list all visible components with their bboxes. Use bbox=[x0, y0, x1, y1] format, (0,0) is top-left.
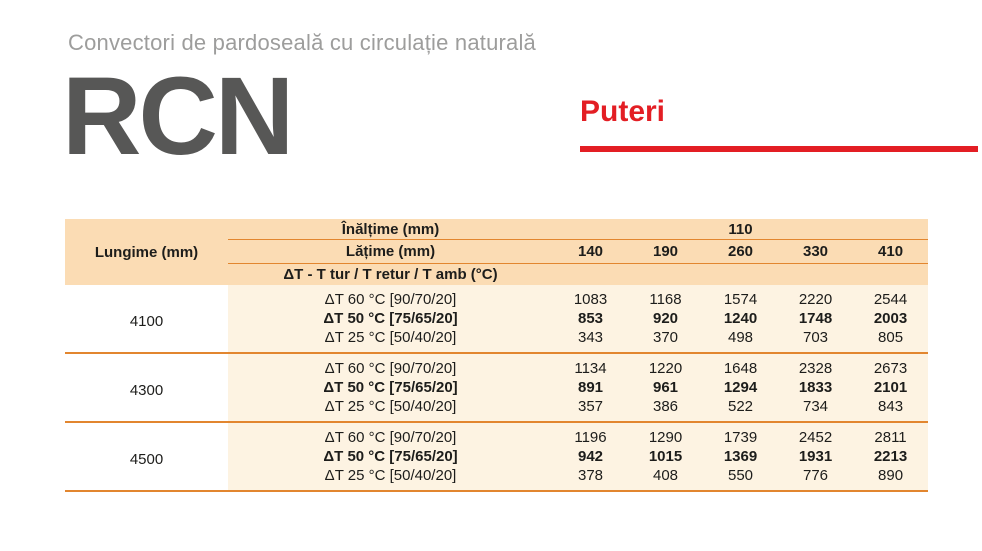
length-header-cell: Lungime (mm) bbox=[65, 219, 228, 285]
group-4500: 4500 ΔT 60 °C [90/70/20] 1196 1290 1739 … bbox=[65, 422, 929, 491]
empty-cell bbox=[853, 263, 929, 285]
empty-cell bbox=[778, 263, 853, 285]
group-4100: 4100 ΔT 60 °C [90/70/20] 1083 1168 1574 … bbox=[65, 285, 929, 353]
power-value: 2328 bbox=[778, 353, 853, 378]
group-4300: 4300 ΔT 60 °C [90/70/20] 1134 1220 1648 … bbox=[65, 353, 929, 422]
section-title: Puteri bbox=[580, 95, 666, 128]
power-value: 2101 bbox=[853, 378, 929, 397]
power-value: 776 bbox=[778, 466, 853, 491]
power-value: 386 bbox=[628, 397, 703, 422]
width-value-cell: 260 bbox=[703, 239, 778, 264]
power-value: 357 bbox=[553, 397, 628, 422]
table-row: ΔT 25 °C [50/40/20] 378 408 550 776 890 bbox=[65, 466, 929, 491]
empty-cell bbox=[553, 263, 628, 285]
power-value: 961 bbox=[628, 378, 703, 397]
lungime-cell: 4500 bbox=[65, 422, 228, 491]
power-value: 805 bbox=[853, 328, 929, 353]
power-value: 942 bbox=[553, 447, 628, 466]
power-value: 1220 bbox=[628, 353, 703, 378]
power-value: 343 bbox=[553, 328, 628, 353]
page-subtitle: Convectori de pardoseală cu circulație n… bbox=[68, 30, 536, 55]
dt-label-cell: ΔT 50 °C [75/65/20] bbox=[228, 447, 553, 466]
width-value-cell: 190 bbox=[628, 239, 703, 264]
power-value: 1739 bbox=[703, 422, 778, 447]
power-value: 522 bbox=[703, 397, 778, 422]
height-header-cell: Înălțime (mm) bbox=[228, 219, 553, 240]
dt-label-cell: ΔT 50 °C [75/65/20] bbox=[228, 309, 553, 328]
power-value: 2213 bbox=[853, 447, 929, 466]
width-value-cell: 330 bbox=[778, 239, 853, 264]
power-value: 891 bbox=[553, 378, 628, 397]
lungime-cell: 4100 bbox=[65, 285, 228, 353]
table-row: 4100 ΔT 60 °C [90/70/20] 1083 1168 1574 … bbox=[65, 285, 929, 353]
table-row: ΔT 25 °C [50/40/20] 343 370 498 703 805 bbox=[65, 328, 929, 353]
power-value: 408 bbox=[628, 466, 703, 491]
power-value: 2003 bbox=[853, 309, 929, 328]
width-value-cell: 140 bbox=[553, 239, 628, 264]
power-value: 498 bbox=[703, 328, 778, 353]
section-rule bbox=[580, 146, 978, 152]
dt-header-cell: ΔT - T tur / T retur / T amb (°C) bbox=[228, 263, 553, 285]
power-value: 734 bbox=[778, 397, 853, 422]
power-value: 1134 bbox=[553, 353, 628, 378]
power-value: 1240 bbox=[703, 309, 778, 328]
power-value: 2220 bbox=[778, 285, 853, 309]
width-value-cell: 410 bbox=[853, 239, 929, 264]
powers-table: Lungime (mm) Înălțime (mm) 110 Lățime (m… bbox=[65, 219, 929, 492]
dt-label-cell: ΔT 25 °C [50/40/20] bbox=[228, 328, 553, 353]
power-value: 1369 bbox=[703, 447, 778, 466]
power-value: 1748 bbox=[778, 309, 853, 328]
power-value: 1168 bbox=[628, 285, 703, 309]
dt-label-cell: ΔT 60 °C [90/70/20] bbox=[228, 353, 553, 378]
power-value: 1290 bbox=[628, 422, 703, 447]
table-row: ΔT 50 °C [75/65/20] 853 920 1240 1748 20… bbox=[65, 309, 929, 328]
power-value: 843 bbox=[853, 397, 929, 422]
power-value: 2452 bbox=[778, 422, 853, 447]
table-row: 4500 ΔT 60 °C [90/70/20] 1196 1290 1739 … bbox=[65, 422, 929, 491]
dt-label-cell: ΔT 25 °C [50/40/20] bbox=[228, 466, 553, 491]
power-value: 550 bbox=[703, 466, 778, 491]
dt-label-cell: ΔT 25 °C [50/40/20] bbox=[228, 397, 553, 422]
width-header-cell: Lățime (mm) bbox=[228, 239, 553, 264]
power-value: 2811 bbox=[853, 422, 929, 447]
power-value: 1574 bbox=[703, 285, 778, 309]
dt-label-cell: ΔT 50 °C [75/65/20] bbox=[228, 378, 553, 397]
empty-cell bbox=[628, 263, 703, 285]
power-value: 920 bbox=[628, 309, 703, 328]
power-value: 703 bbox=[778, 328, 853, 353]
height-value-cell: 110 bbox=[553, 219, 929, 240]
lungime-cell: 4300 bbox=[65, 353, 228, 422]
power-value: 853 bbox=[553, 309, 628, 328]
empty-cell bbox=[703, 263, 778, 285]
power-value: 1294 bbox=[703, 378, 778, 397]
power-value: 1648 bbox=[703, 353, 778, 378]
power-value: 1833 bbox=[778, 378, 853, 397]
power-value: 1196 bbox=[553, 422, 628, 447]
table-row: ΔT 50 °C [75/65/20] 891 961 1294 1833 21… bbox=[65, 378, 929, 397]
power-value: 2673 bbox=[853, 353, 929, 378]
dt-label-cell: ΔT 60 °C [90/70/20] bbox=[228, 422, 553, 447]
table-header: Lungime (mm) Înălțime (mm) 110 Lățime (m… bbox=[65, 219, 929, 285]
table-row: ΔT 50 °C [75/65/20] 942 1015 1369 1931 2… bbox=[65, 447, 929, 466]
dt-label-cell: ΔT 60 °C [90/70/20] bbox=[228, 285, 553, 309]
power-value: 1015 bbox=[628, 447, 703, 466]
table-row: 4300 ΔT 60 °C [90/70/20] 1134 1220 1648 … bbox=[65, 353, 929, 422]
power-value: 890 bbox=[853, 466, 929, 491]
power-value: 378 bbox=[553, 466, 628, 491]
power-value: 370 bbox=[628, 328, 703, 353]
power-value: 1083 bbox=[553, 285, 628, 309]
power-value: 2544 bbox=[853, 285, 929, 309]
table-row: ΔT 25 °C [50/40/20] 357 386 522 734 843 bbox=[65, 397, 929, 422]
product-code-title: RCN bbox=[62, 55, 294, 178]
power-value: 1931 bbox=[778, 447, 853, 466]
